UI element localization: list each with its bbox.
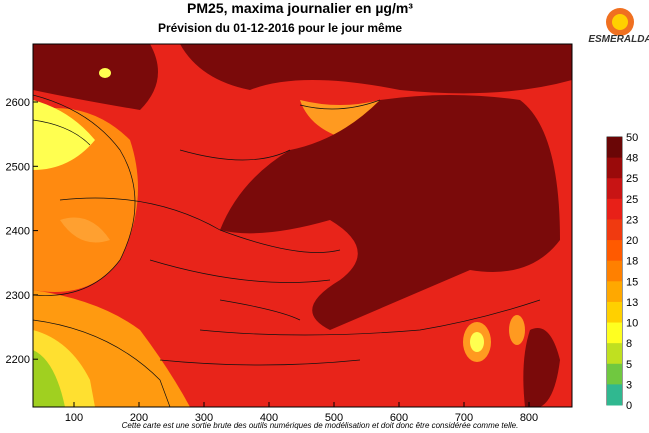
colorbar-label: 5 [626, 359, 632, 371]
y-tick-label: 2600 [6, 97, 30, 109]
y-tick-label: 2200 [6, 354, 30, 366]
colorbar-label: 25 [626, 173, 638, 185]
colorbar-label: 23 [626, 214, 638, 226]
colorbar-segment [607, 240, 622, 262]
x-tick-label: 800 [520, 412, 538, 424]
x-tick-label: 600 [390, 412, 408, 424]
x-tick-label: 500 [325, 412, 343, 424]
y-tick-label: 2400 [6, 226, 30, 238]
colorbar-label: 18 [626, 256, 638, 268]
colorbar-label: 3 [626, 379, 632, 391]
x-tick-label: 400 [260, 412, 278, 424]
colorbar-segment [607, 363, 622, 385]
colorbar-segment [607, 219, 622, 241]
x-tick-label: 300 [195, 412, 213, 424]
colorbar-label: 50 [626, 132, 638, 144]
map-frame [32, 43, 573, 408]
colorbar-segment [607, 322, 622, 344]
colorbar-label: 25 [626, 194, 638, 206]
colorbar-segment [607, 343, 622, 365]
x-tick-label: 100 [65, 412, 83, 424]
logo-text: ESMERALDA [588, 34, 649, 45]
colorbar-label: 20 [626, 235, 638, 247]
footer-note: Cette carte est une sortie brute des out… [122, 421, 519, 430]
colorbar-label: 15 [626, 276, 638, 288]
colorbar-segment [607, 137, 622, 159]
colorbar-label: 48 [626, 153, 638, 165]
colorbar-segment [607, 198, 622, 220]
contours [33, 94, 541, 407]
y-tick-label: 2300 [6, 290, 30, 302]
x-tick-label: 200 [130, 412, 148, 424]
colorbar-label: 8 [626, 338, 632, 350]
title: PM25, maxima journalier en µg/m³ [187, 0, 413, 16]
subtitle: Prévision du 01-12-2016 pour le jour mêm… [158, 21, 402, 35]
x-tick-label: 700 [455, 412, 473, 424]
logo: ESMERALDA [588, 8, 649, 45]
colorbar-segment [607, 281, 622, 303]
colorbar-segment [607, 178, 622, 200]
y-tick-label: 2500 [6, 161, 30, 173]
colorbar-segment [607, 157, 622, 179]
map-area [33, 44, 572, 407]
colorbar-segment [607, 384, 622, 406]
colorbar-label: 10 [626, 318, 638, 330]
colorbar-label: 0 [626, 400, 632, 412]
colorbar-segment [607, 260, 622, 282]
colorbar-segment [607, 301, 622, 324]
colorbar-label: 13 [626, 297, 638, 309]
